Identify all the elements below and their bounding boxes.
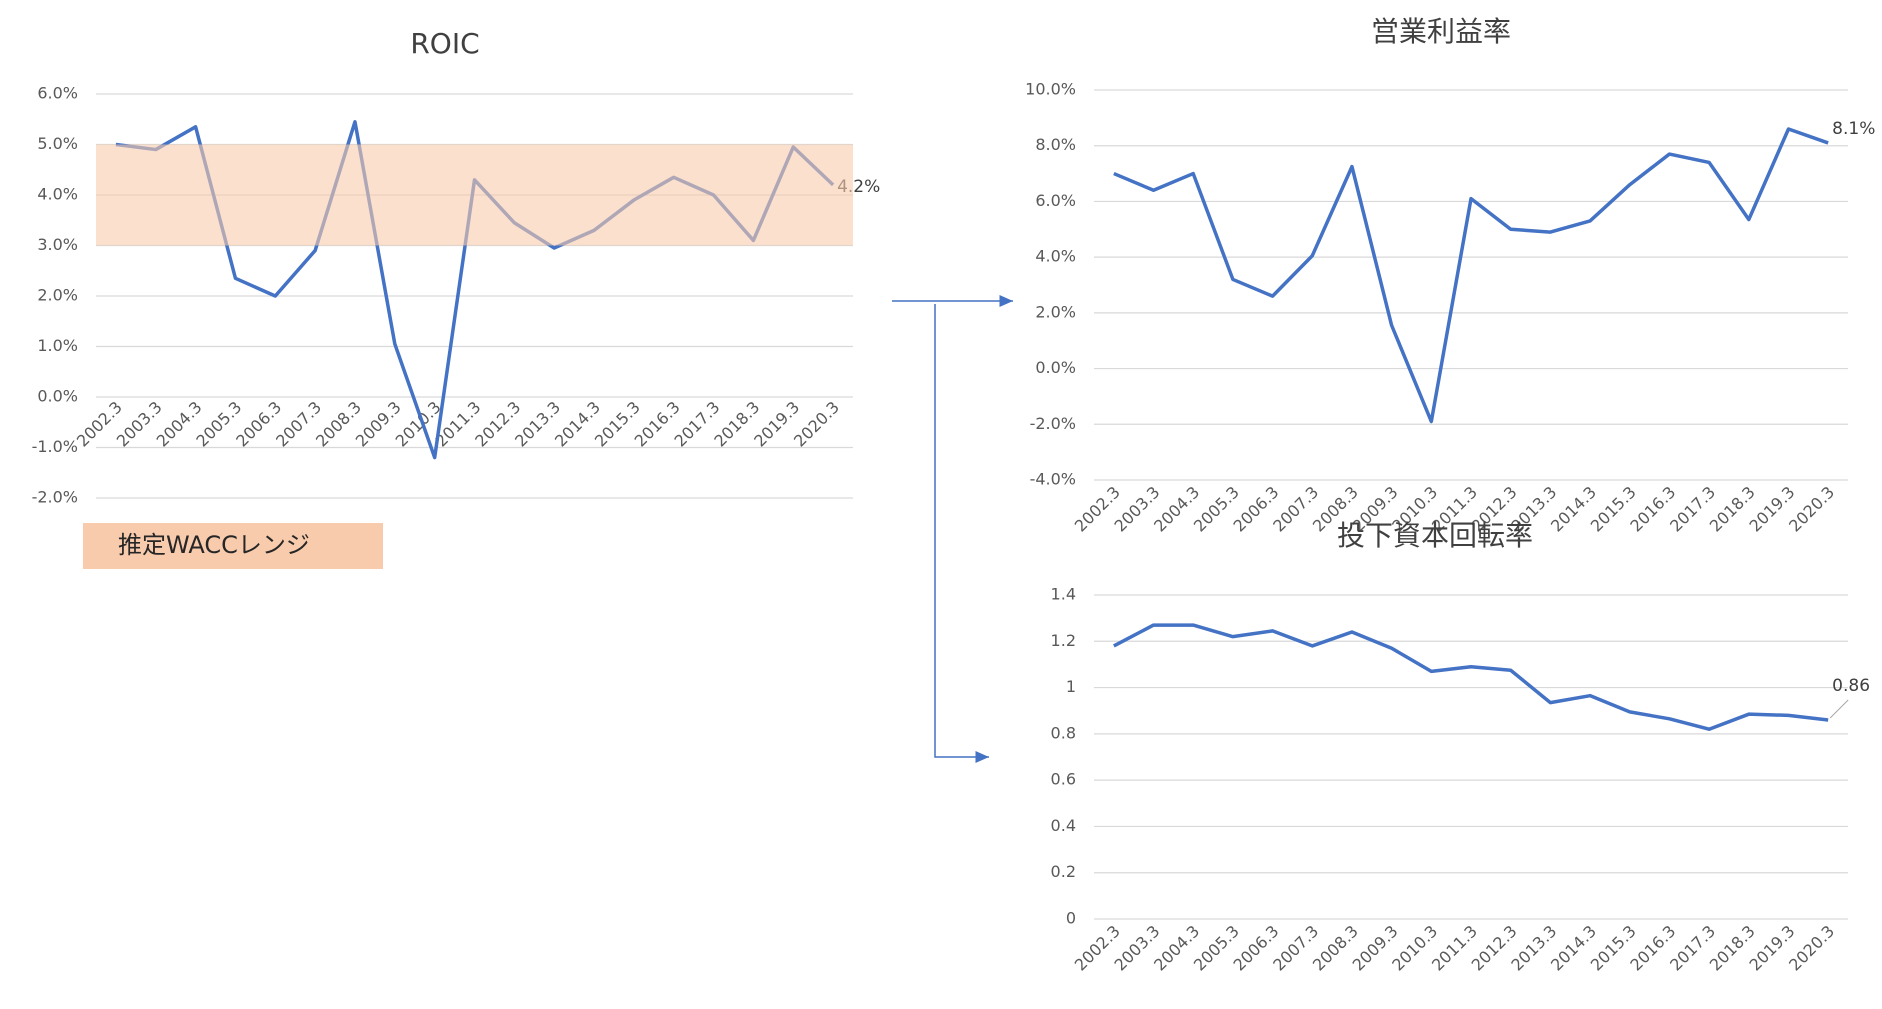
y-tick-label: 6.0% <box>37 84 78 103</box>
y-tick-label: 1 <box>1066 677 1076 696</box>
y-tick-label: -2.0% <box>1030 414 1076 433</box>
y-tick-label: 0.4 <box>1051 816 1076 835</box>
x-tick-label: 2020.3 <box>790 398 843 451</box>
y-tick-label: 6.0% <box>1035 191 1076 210</box>
legend-box <box>83 523 383 569</box>
chart-title: 投下資本回転率 <box>1337 519 1533 552</box>
y-tick-label: 0.6 <box>1051 770 1076 789</box>
y-tick-label: 2.0% <box>1035 302 1076 321</box>
x-tick-label: 2020.3 <box>1785 922 1838 975</box>
chart-title: 営業利益率 <box>1371 15 1511 48</box>
y-tick-label: 10.0% <box>1025 80 1076 99</box>
chart: 営業利益率 -4.0% -2.0% 0.0% 2.0% 4.0% 6.0% 8.0% 10.0%… <box>1025 15 1875 536</box>
y-tick-label: -1.0% <box>32 437 78 456</box>
line <box>1113 623 1829 731</box>
arrows <box>892 295 1013 763</box>
line <box>1113 127 1829 424</box>
legend-label: 推定WACCレンジ <box>118 531 310 559</box>
y-tick-label: 0.2 <box>1051 862 1076 881</box>
y-tick-label: 4.0% <box>1035 247 1076 266</box>
x-tick-label: 2020.3 <box>1785 483 1838 536</box>
chart: 投下資本回転率00.20.40.60.811.21.42002.32003.32… <box>1051 519 1870 975</box>
y-tick-label: 8.0% <box>1035 135 1076 154</box>
y-tick-label: -2.0% <box>32 488 78 507</box>
y-tick-label: 0.0% <box>1035 358 1076 377</box>
data-label: 0.86 <box>1832 676 1870 696</box>
y-tick-label: 4.0% <box>37 185 78 204</box>
arrow <box>934 304 989 763</box>
y-tick-label: -4.0% <box>1030 470 1076 489</box>
y-tick-label: 1.0% <box>37 336 78 355</box>
y-tick-label: 1.2 <box>1051 631 1076 650</box>
y-tick-label: 3.0% <box>37 235 78 254</box>
y-tick-label: 0.8 <box>1051 723 1076 742</box>
y-tick-label: 0 <box>1066 909 1076 928</box>
chart: ROIC -2.0% -1.0% 0.0% 1.0% 2.0% 3.0% 4.0% 5.0% 6.… <box>32 27 880 569</box>
y-tick-label: 2.0% <box>37 286 78 305</box>
leader-line <box>1829 699 1849 719</box>
data-label: 8.1% <box>1832 119 1875 139</box>
y-tick-label: 5.0% <box>37 134 78 153</box>
chart-title: ROIC <box>410 27 479 60</box>
y-tick-label: 1.4 <box>1051 585 1076 604</box>
wacc-band <box>96 144 853 246</box>
y-tick-label: 0.0% <box>37 387 78 406</box>
